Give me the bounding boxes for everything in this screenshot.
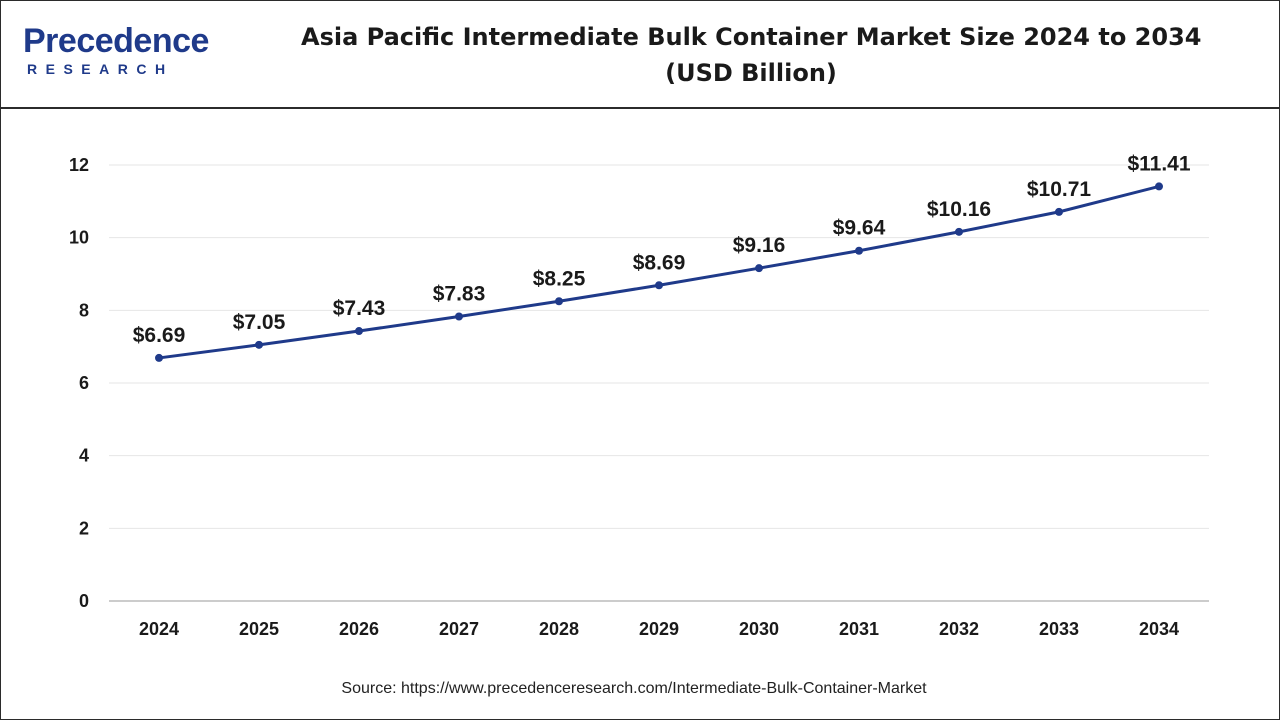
data-label: $9.64 xyxy=(833,217,886,240)
x-tick-label: 2030 xyxy=(739,619,779,639)
source-note: Source: https://www.precedenceresearch.c… xyxy=(341,680,927,697)
data-point xyxy=(1055,207,1063,216)
data-point xyxy=(455,312,463,321)
y-tick-label: 8 xyxy=(79,300,89,320)
brand-logo: Precedence RESEARCH xyxy=(23,23,223,85)
line-chart: 0 2 4 6 8 10 12 2024 2025 2026 2027 2028 2029 2030 203… xyxy=(69,152,1209,639)
y-tick-label: 10 xyxy=(69,228,89,248)
data-label: $6.69 xyxy=(133,324,186,347)
data-point xyxy=(255,340,263,349)
y-tick-label: 12 xyxy=(69,155,89,175)
y-tick-label: 2 xyxy=(79,518,89,538)
chart-title-line-1: Asia Pacific Intermediate Bulk Container… xyxy=(301,23,1202,51)
x-tick-label: 2025 xyxy=(239,619,279,639)
y-tick-label: 4 xyxy=(79,446,89,466)
x-tick-label: 2028 xyxy=(539,619,579,639)
data-point xyxy=(855,246,863,255)
data-point xyxy=(655,281,663,290)
data-label: $7.43 xyxy=(333,297,386,320)
x-tick-label: 2032 xyxy=(939,619,979,639)
data-label: $8.69 xyxy=(633,251,686,274)
x-tick-label: 2034 xyxy=(1139,619,1179,639)
data-point xyxy=(755,264,763,273)
data-label: $10.71 xyxy=(1027,178,1092,201)
y-tick-label: 0 xyxy=(79,591,89,611)
x-tick-label: 2027 xyxy=(439,619,479,639)
chart-title-line-2: (USD Billion) xyxy=(665,59,837,87)
x-tick-label: 2029 xyxy=(639,619,679,639)
data-label: $10.16 xyxy=(927,198,991,221)
header: Precedence RESEARCH Asia Pacific Interme… xyxy=(1,1,1279,109)
data-point xyxy=(155,353,163,362)
logo-wordmark: Precedence xyxy=(23,22,209,60)
x-tick-label: 2024 xyxy=(139,619,179,639)
data-point xyxy=(355,327,363,336)
data-label: $7.83 xyxy=(433,283,486,306)
logo-subtitle: RESEARCH xyxy=(27,61,174,77)
x-tick-label: 2031 xyxy=(839,619,879,639)
data-point xyxy=(955,227,963,236)
data-label: $11.41 xyxy=(1127,152,1190,175)
data-point xyxy=(555,297,563,306)
data-label: $8.25 xyxy=(533,267,586,290)
y-tick-label: 6 xyxy=(79,373,89,393)
data-point xyxy=(1155,182,1163,191)
data-label: $7.05 xyxy=(233,311,286,334)
data-label: $9.16 xyxy=(733,234,786,257)
x-tick-label: 2026 xyxy=(339,619,379,639)
x-tick-label: 2033 xyxy=(1039,619,1079,639)
chart-title: Asia Pacific Intermediate Bulk Container… xyxy=(301,19,1201,91)
